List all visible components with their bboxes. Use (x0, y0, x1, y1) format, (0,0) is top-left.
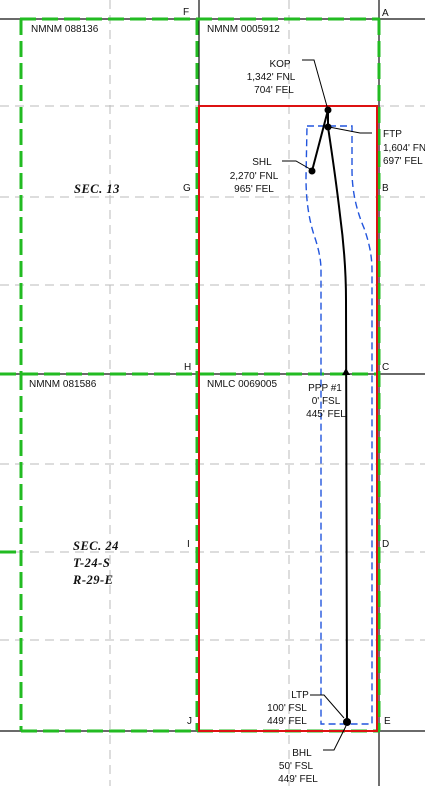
corner-label-h: H (184, 362, 191, 373)
lease-label-mid-left: NMNM 081586 (29, 379, 97, 390)
lease-label-top-left: NMNM 088136 (31, 24, 99, 35)
corner-label-i: I (187, 539, 190, 550)
corner-label-g: G (183, 183, 191, 194)
ltp-fsl: 100' FSL (267, 703, 307, 714)
shl-fel: 965' FEL (234, 184, 274, 195)
ltp-name: LTP (291, 690, 309, 701)
corner-label-d: D (382, 539, 389, 550)
kop-fel: 704' FEL (254, 85, 294, 96)
corner-label-b: B (382, 183, 389, 194)
bhl-fel: 449' FEL (278, 774, 318, 785)
ftp-fel: 697' FEL (383, 156, 423, 167)
kop-name: KOP (269, 59, 290, 70)
township-label: T-24-S (73, 556, 110, 570)
spacing-unit-boundary (199, 106, 377, 731)
ppp-marker (342, 368, 350, 375)
ftp-name: FTP (383, 129, 402, 140)
range-label: R-29-E (72, 573, 114, 587)
ppp-fel: 445' FEL (306, 409, 346, 420)
lease-label-top-right: NMNM 0005912 (207, 24, 280, 35)
shl-fnl: 2,270' FNL (230, 171, 279, 182)
shl-name: SHL (252, 157, 272, 168)
lease-label-mid-right: NMLC 0069005 (207, 379, 277, 390)
corner-label-a: A (382, 8, 389, 19)
kop-fnl: 1,342' FNL (247, 72, 296, 83)
section-13-label: SEC. 13 (74, 182, 120, 196)
corner-label-f: F (183, 7, 189, 18)
bhl-name: BHL (292, 748, 312, 759)
ltp-fel: 449' FEL (267, 716, 307, 727)
bhl-marker (343, 718, 351, 726)
ftp-fnl: 1,604' FNL (383, 143, 425, 154)
corner-label-e: E (384, 716, 391, 727)
ppp-name: PPP #1 (308, 383, 342, 394)
corner-label-j: J (187, 716, 192, 727)
setback-boundary (306, 126, 372, 724)
section-24-label: SEC. 24 (73, 539, 119, 553)
bhl-fsl: 50' FSL (279, 761, 314, 772)
ppp-fsl: 0' FSL (312, 396, 341, 407)
corner-label-c: C (382, 362, 389, 373)
